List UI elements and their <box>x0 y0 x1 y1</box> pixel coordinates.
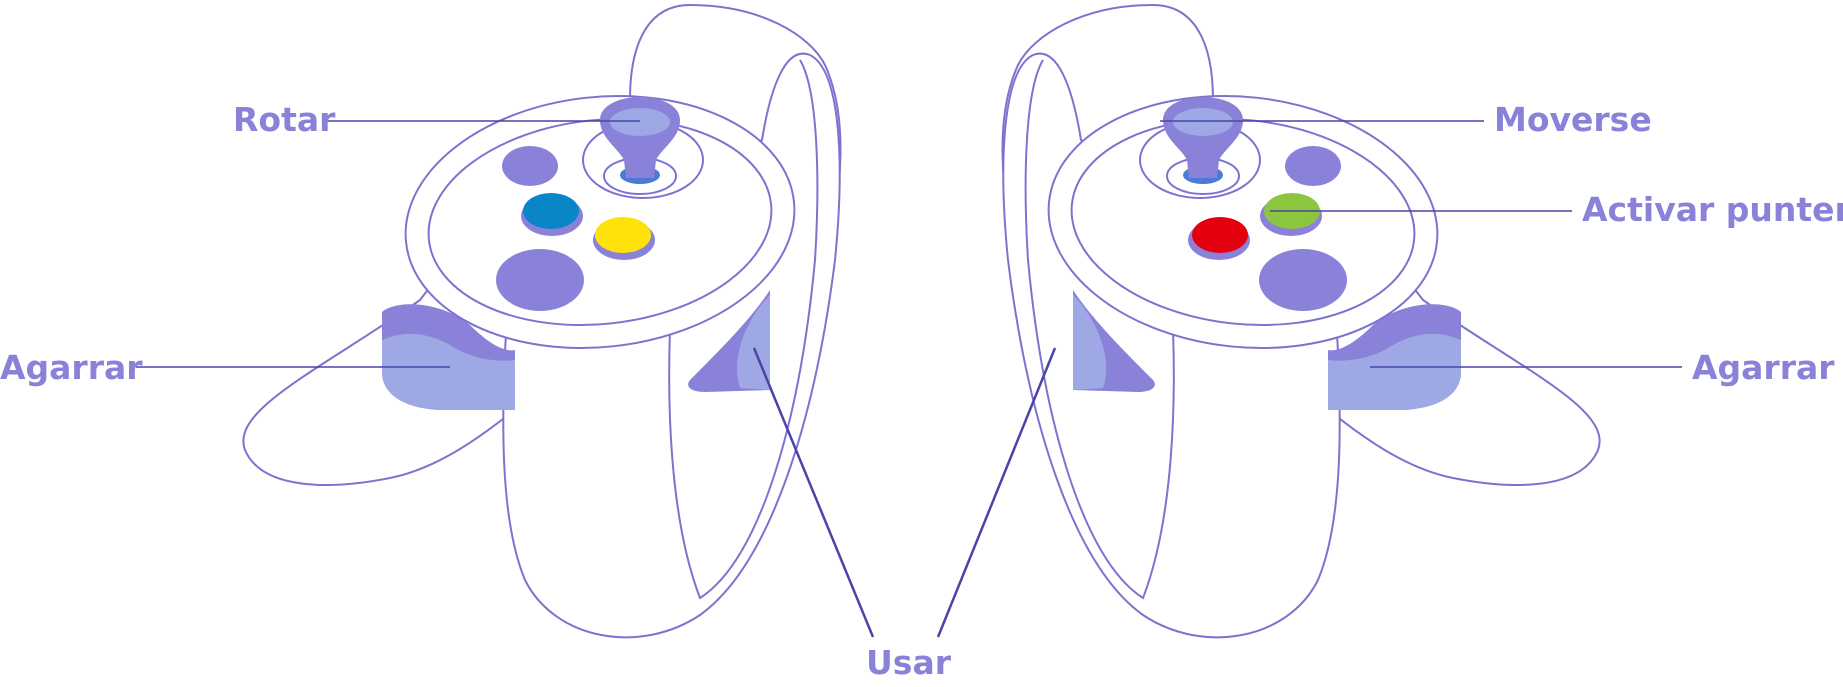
right-thumbstick-top <box>1173 108 1233 136</box>
left-thumbstick-top <box>610 108 670 136</box>
label-moverse: Moverse <box>1494 100 1652 139</box>
left-grip-highlight <box>382 333 515 410</box>
right-large-button <box>1259 249 1347 311</box>
label-agarrar-right: Agarrar <box>1692 348 1835 387</box>
labels: Rotar Moverse Activar puntero Agarrar Ag… <box>0 100 1843 682</box>
left-yellow-button <box>595 217 651 253</box>
right-handle-inner <box>1024 59 1175 600</box>
right-trigger-highlight <box>1073 295 1107 390</box>
leader-lines <box>136 120 1682 638</box>
right-red-button <box>1192 217 1248 253</box>
label-activar-puntero: Activar puntero <box>1582 190 1843 229</box>
leader-usar-right <box>936 347 1057 638</box>
leader-usar-left <box>752 347 875 638</box>
right-controller <box>1001 3 1601 639</box>
label-agarrar-left: Agarrar <box>0 348 143 387</box>
label-rotar: Rotar <box>233 100 336 139</box>
label-usar: Usar <box>866 643 952 682</box>
left-handle-inner <box>668 59 819 600</box>
left-large-button <box>496 249 584 311</box>
left-menu-button <box>502 146 558 186</box>
left-blue-button <box>523 193 579 229</box>
right-grip-highlight <box>1328 333 1461 410</box>
right-menu-button <box>1285 146 1341 186</box>
